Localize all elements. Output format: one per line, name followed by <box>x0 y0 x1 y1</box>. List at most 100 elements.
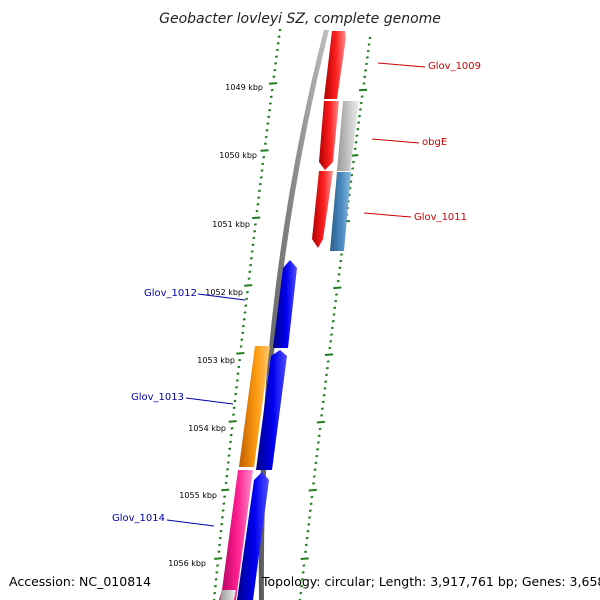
major-tick <box>214 557 223 560</box>
minor-tick <box>355 134 359 137</box>
minor-tick <box>357 121 361 124</box>
minor-tick <box>334 299 338 303</box>
minor-tick <box>253 223 257 226</box>
gene-label-glov-1011[interactable]: Glov_1011 <box>414 212 467 223</box>
minor-tick <box>234 392 238 396</box>
minor-tick <box>241 331 245 335</box>
minor-tick <box>362 82 366 85</box>
minor-tick <box>264 135 268 139</box>
minor-tick <box>356 127 360 131</box>
minor-tick <box>220 516 224 519</box>
minor-tick <box>353 147 357 151</box>
minor-tick <box>252 236 256 240</box>
minor-tick <box>239 345 243 348</box>
minor-tick <box>262 155 266 159</box>
accession-text: Accession: NC_010814 <box>9 574 151 589</box>
major-tick <box>236 352 245 355</box>
minor-tick <box>265 129 269 132</box>
minor-tick <box>304 550 307 554</box>
gene-label-obge[interactable]: obgE <box>422 137 447 148</box>
minor-tick <box>274 62 278 65</box>
minor-tick <box>300 578 304 581</box>
minor-tick <box>259 176 263 179</box>
minor-tick <box>322 393 326 397</box>
minor-tick <box>250 250 254 253</box>
minor-tick <box>329 340 333 343</box>
minor-tick <box>248 270 252 274</box>
minor-tick <box>243 311 247 314</box>
minor-tick <box>244 304 248 307</box>
minor-tick <box>225 474 229 478</box>
minor-tick <box>237 365 241 369</box>
major-tick <box>244 284 253 287</box>
minor-tick <box>308 516 311 519</box>
major-tick <box>252 216 261 220</box>
minor-tick <box>245 290 249 294</box>
minor-tick <box>218 543 222 547</box>
minor-tick <box>358 114 361 118</box>
minor-tick <box>359 101 363 105</box>
minor-tick <box>214 578 218 581</box>
gene-label-glov-1013[interactable]: Glov_1013 <box>131 392 184 403</box>
minor-tick <box>253 230 257 233</box>
gene-block-glov-1013-overlap[interactable] <box>239 346 270 467</box>
minor-tick <box>258 189 261 193</box>
gene-arrow-glov-1013[interactable] <box>256 350 287 470</box>
minor-tick <box>363 75 367 79</box>
callout-line <box>377 62 426 68</box>
kbp-scale: 1049 kbp 1050 kbp 1051 kbp 1052 kbp 1053… <box>168 83 263 568</box>
minor-tick <box>245 297 249 301</box>
gene-callouts <box>166 62 426 527</box>
minor-tick <box>307 523 311 526</box>
minor-tick <box>324 380 328 383</box>
gene-block-obge-overlap[interactable] <box>330 172 351 251</box>
minor-tick <box>261 162 265 166</box>
minor-tick <box>354 141 358 144</box>
minor-tick <box>366 49 370 53</box>
minor-tick <box>255 209 259 213</box>
minor-tick <box>304 543 308 547</box>
gene-arrow-glov-1012[interactable] <box>273 260 297 348</box>
minor-tick <box>358 108 362 111</box>
minor-tick <box>365 62 368 66</box>
minor-tick <box>235 379 239 382</box>
gene-arrow-glov-1009[interactable] <box>324 31 346 99</box>
major-tick <box>358 88 368 92</box>
minor-tick <box>321 400 325 404</box>
minor-tick <box>236 372 240 375</box>
minor-tick <box>260 169 264 172</box>
minor-tick <box>368 36 372 40</box>
minor-tick <box>268 102 272 105</box>
minor-tick <box>302 564 306 567</box>
gene-arrow-glov-1011[interactable] <box>312 171 333 248</box>
major-tick <box>308 488 317 492</box>
major-tick <box>300 557 309 560</box>
minor-tick <box>330 326 334 330</box>
minor-tick <box>226 461 230 464</box>
minor-tick <box>316 448 320 451</box>
minor-tick <box>338 266 342 270</box>
minor-tick <box>350 173 354 177</box>
gene-arrow-obge[interactable] <box>337 101 359 171</box>
minor-tick <box>336 279 340 283</box>
minor-tick <box>219 529 223 533</box>
minor-tick <box>233 399 237 403</box>
minor-tick <box>330 333 333 336</box>
gene-label-glov-1012[interactable]: Glov_1012 <box>144 288 197 299</box>
minor-tick <box>220 522 224 526</box>
minor-tick <box>226 468 229 471</box>
gene-arrow-glov-1010[interactable] <box>319 101 339 170</box>
gene-arrow-glov-1014[interactable] <box>237 472 269 600</box>
gene-block-glov-1014-overlap[interactable] <box>219 470 253 600</box>
gene-label-glov-1014[interactable]: Glov_1014 <box>112 513 165 524</box>
gene-block-grey-bottom[interactable] <box>220 590 236 600</box>
minor-tick <box>221 509 225 512</box>
minor-tick <box>267 115 271 119</box>
minor-tick <box>238 358 242 362</box>
minor-tick <box>301 571 305 574</box>
minor-tick <box>340 253 343 256</box>
minor-tick <box>278 28 282 32</box>
gene-label-glov-1009[interactable]: Glov_1009 <box>428 61 481 72</box>
minor-tick <box>241 324 245 328</box>
minor-tick <box>268 108 272 112</box>
